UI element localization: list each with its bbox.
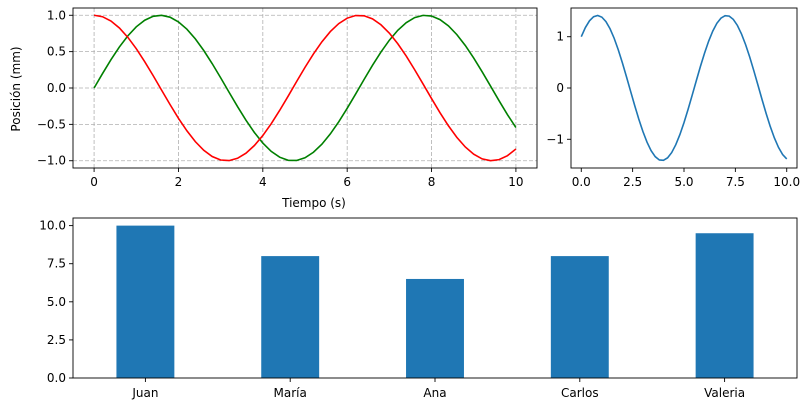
line-chart-position: 0 2 4 6 8 10 −1.0 −0.5 0.0 0.5 1.0 Tiempo (s) Pos… bbox=[9, 7, 538, 210]
x-tick-label: Carlos bbox=[561, 386, 599, 400]
x-axis-ticks: Juan María Ana Carlos Valeria bbox=[131, 378, 745, 400]
bar-Carlos bbox=[550, 256, 609, 378]
x-tick-label: 10.0 bbox=[773, 175, 800, 189]
x-tick-label: 0.0 bbox=[572, 175, 591, 189]
series-group bbox=[580, 14, 788, 162]
y-tick-label: −1.0 bbox=[37, 154, 66, 168]
y-tick-label: 0.5 bbox=[47, 45, 66, 59]
x-tick-label: Ana bbox=[423, 386, 446, 400]
x-tick-label: 7.5 bbox=[726, 175, 745, 189]
bar-Valeria bbox=[695, 233, 754, 378]
y-axis-label: Posición (mm) bbox=[9, 46, 23, 131]
x-tick-label: 5.0 bbox=[674, 175, 693, 189]
x-tick-label: Valeria bbox=[704, 386, 745, 400]
y-tick-label: −1 bbox=[546, 132, 564, 146]
y-tick-label: 0 bbox=[556, 81, 564, 95]
y-tick-label: 10.0 bbox=[39, 219, 66, 233]
series-group bbox=[93, 14, 517, 162]
x-tick-label: 0 bbox=[90, 175, 98, 189]
y-tick-label: 2.5 bbox=[47, 333, 66, 347]
x-tick-label: 2 bbox=[175, 175, 183, 189]
x-tick-label: 8 bbox=[428, 175, 436, 189]
series-line-cos bbox=[93, 14, 517, 162]
y-tick-label: 0.0 bbox=[47, 371, 66, 385]
bar-María bbox=[261, 256, 320, 378]
grid bbox=[73, 8, 537, 168]
y-tick-label: −0.5 bbox=[37, 117, 66, 131]
y-axis-ticks: −1 0 1 bbox=[546, 30, 571, 146]
x-axis-label: Tiempo (s) bbox=[281, 196, 346, 210]
x-tick-label: 2.5 bbox=[623, 175, 642, 189]
y-tick-label: 5.0 bbox=[47, 295, 66, 309]
series-line-sin bbox=[93, 14, 517, 162]
x-tick-label: 6 bbox=[343, 175, 351, 189]
x-axis-ticks: 0.0 2.5 5.0 7.5 10.0 bbox=[572, 168, 800, 189]
plot-frame bbox=[570, 7, 798, 169]
x-tick-label: María bbox=[274, 386, 307, 400]
x-tick-label: Juan bbox=[131, 386, 158, 400]
bar-chart-scores: Juan María Ana Carlos Valeria 0.0 2.5 5.0 7.5 10… bbox=[39, 217, 798, 400]
x-tick-label: 4 bbox=[259, 175, 267, 189]
bars-group bbox=[116, 225, 754, 378]
y-tick-label: 0.0 bbox=[47, 81, 66, 95]
y-tick-label: 1 bbox=[556, 30, 564, 44]
bar-Ana bbox=[406, 278, 464, 378]
series-line-sin+cos bbox=[580, 14, 788, 162]
bar-Juan bbox=[116, 225, 175, 378]
x-axis-ticks: 0 2 4 6 8 10 bbox=[90, 168, 524, 189]
x-tick-label: 10 bbox=[508, 175, 523, 189]
y-tick-label: 1.0 bbox=[47, 8, 66, 22]
y-axis-ticks: −1.0 −0.5 0.0 0.5 1.0 bbox=[37, 8, 73, 168]
line-chart-sum: 0.0 2.5 5.0 7.5 10.0 −1 0 1 bbox=[546, 7, 800, 189]
y-axis-ticks: 0.0 2.5 5.0 7.5 10.0 bbox=[39, 219, 73, 385]
y-tick-label: 7.5 bbox=[47, 257, 66, 271]
